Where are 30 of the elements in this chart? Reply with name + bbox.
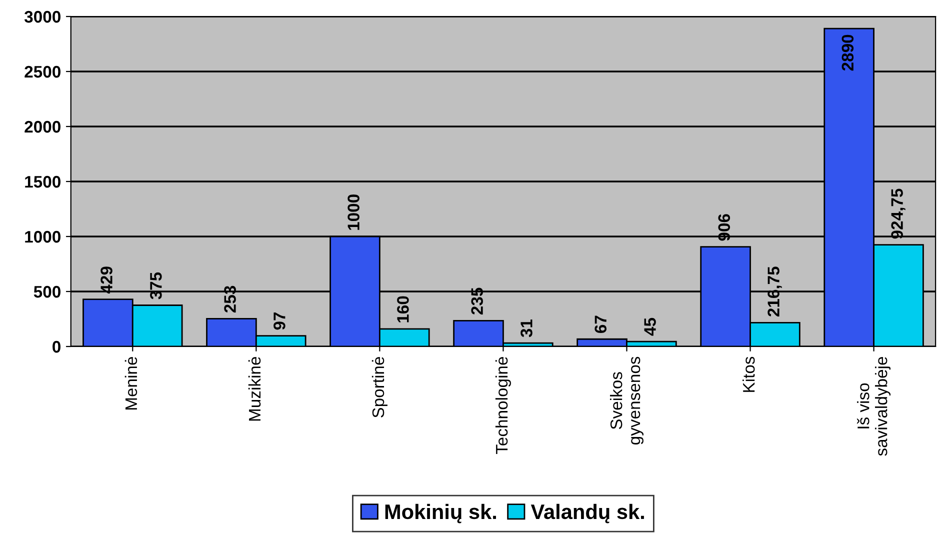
x-tick-label: Iš viso savivaldybėje — [856, 356, 891, 456]
data-label: 375 — [150, 272, 162, 300]
x-tick-label: Sveikos gyvensenos — [610, 356, 644, 444]
y-tick-label: 2000 — [24, 120, 60, 133]
legend-label: Valandų sk. — [530, 504, 644, 524]
y-tick-label: 500 — [34, 286, 60, 298]
data-label: 429 — [100, 266, 112, 294]
x-tick-label: Sportinė — [372, 356, 388, 418]
data-label: 235 — [471, 288, 484, 315]
data-label: 160 — [397, 296, 409, 322]
x-tick-label: Meninė — [124, 356, 138, 410]
data-label: 2890 — [842, 34, 854, 71]
data-label: 253 — [224, 286, 236, 313]
y-tick-label: 0 — [52, 340, 60, 353]
data-label: 906 — [718, 214, 730, 241]
data-label: 31 — [520, 319, 532, 338]
data-label: 45 — [644, 318, 656, 336]
y-tick-label: 1500 — [25, 176, 60, 188]
legend-label: Mokinių sk. — [385, 504, 496, 524]
y-tick-label: 2500 — [24, 66, 60, 78]
data-label: 67 — [594, 316, 607, 333]
data-label: 216,75 — [768, 266, 782, 317]
x-tick-label: Muzikinė — [248, 356, 261, 421]
x-tick-label: Kitos — [742, 356, 755, 392]
x-tick-label: Technologinė — [495, 356, 511, 454]
data-label: 97 — [274, 312, 286, 330]
data-label: 1000 — [348, 194, 360, 230]
data-label: 924,75 — [891, 188, 906, 239]
y-tick-label: 3000 — [24, 10, 60, 23]
y-tick-label: 1000 — [25, 230, 60, 243]
